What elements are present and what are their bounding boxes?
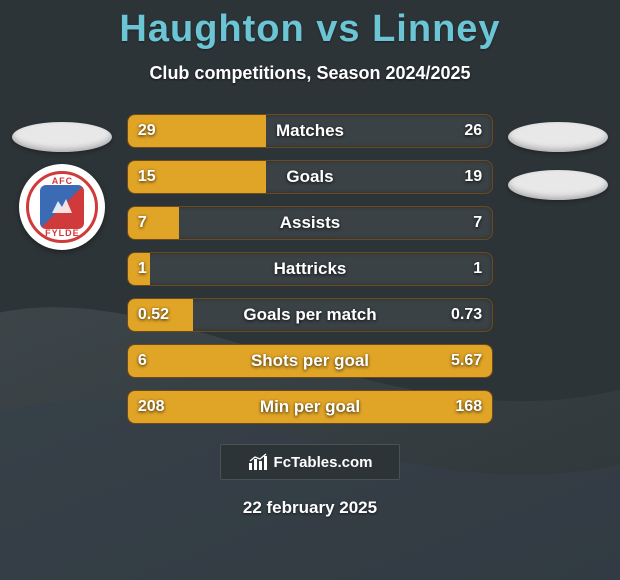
stat-row: 6Shots per goal5.67 bbox=[127, 344, 493, 378]
club-badge-left: AFC FYLDE bbox=[19, 164, 105, 250]
stat-value-right: 0.73 bbox=[451, 306, 482, 324]
content-row: AFC FYLDE 29Matches26 15Goals19 7Assists7 1… bbox=[0, 114, 620, 424]
badge-text-bottom: FYLDE bbox=[45, 228, 80, 238]
stat-value-left: 29 bbox=[138, 122, 156, 140]
stat-value-right: 7 bbox=[473, 214, 482, 232]
stat-bar-left bbox=[128, 207, 179, 239]
stat-value-right: 5.67 bbox=[451, 352, 482, 370]
stat-value-right: 1 bbox=[473, 260, 482, 278]
stats-column: 29Matches2615Goals197Assists71Hattricks1… bbox=[127, 114, 493, 424]
stat-value-right: 26 bbox=[464, 122, 482, 140]
badge-center-icon bbox=[40, 185, 84, 229]
footer-brand-box[interactable]: FcTables.com bbox=[220, 444, 400, 480]
badge-text-top: AFC bbox=[52, 176, 74, 186]
chart-icon bbox=[248, 453, 268, 471]
subtitle: Club competitions, Season 2024/2025 bbox=[0, 63, 620, 84]
stat-bar-left bbox=[128, 345, 492, 377]
player-silhouette-right-1 bbox=[508, 122, 608, 152]
stat-value-left: 208 bbox=[138, 398, 165, 416]
stat-row: 29Matches26 bbox=[127, 114, 493, 148]
stat-value-right: 19 bbox=[464, 168, 482, 186]
stat-label: Assists bbox=[128, 213, 492, 233]
page-title: Haughton vs Linney bbox=[0, 8, 620, 51]
stat-value-left: 0.52 bbox=[138, 306, 169, 324]
stat-row: 208Min per goal168 bbox=[127, 390, 493, 424]
widget-container: Haughton vs Linney Club competitions, Se… bbox=[0, 0, 620, 580]
player-silhouette-left bbox=[12, 122, 112, 152]
stat-row: 15Goals19 bbox=[127, 160, 493, 194]
right-side-column bbox=[503, 114, 612, 200]
stat-label: Hattricks bbox=[128, 259, 492, 279]
stat-value-left: 6 bbox=[138, 352, 147, 370]
stat-row: 1Hattricks1 bbox=[127, 252, 493, 286]
stat-value-left: 7 bbox=[138, 214, 147, 232]
stat-value-left: 1 bbox=[138, 260, 147, 278]
date-text: 22 february 2025 bbox=[0, 498, 620, 518]
stat-row: 7Assists7 bbox=[127, 206, 493, 240]
stat-value-right: 168 bbox=[455, 398, 482, 416]
stat-bar-left bbox=[128, 391, 492, 423]
stat-value-left: 15 bbox=[138, 168, 156, 186]
footer-brand-text: FcTables.com bbox=[274, 454, 373, 471]
left-side-column: AFC FYLDE bbox=[8, 114, 117, 250]
player-silhouette-right-2 bbox=[508, 170, 608, 200]
stat-row: 0.52Goals per match0.73 bbox=[127, 298, 493, 332]
club-badge-inner: AFC FYLDE bbox=[26, 171, 98, 243]
